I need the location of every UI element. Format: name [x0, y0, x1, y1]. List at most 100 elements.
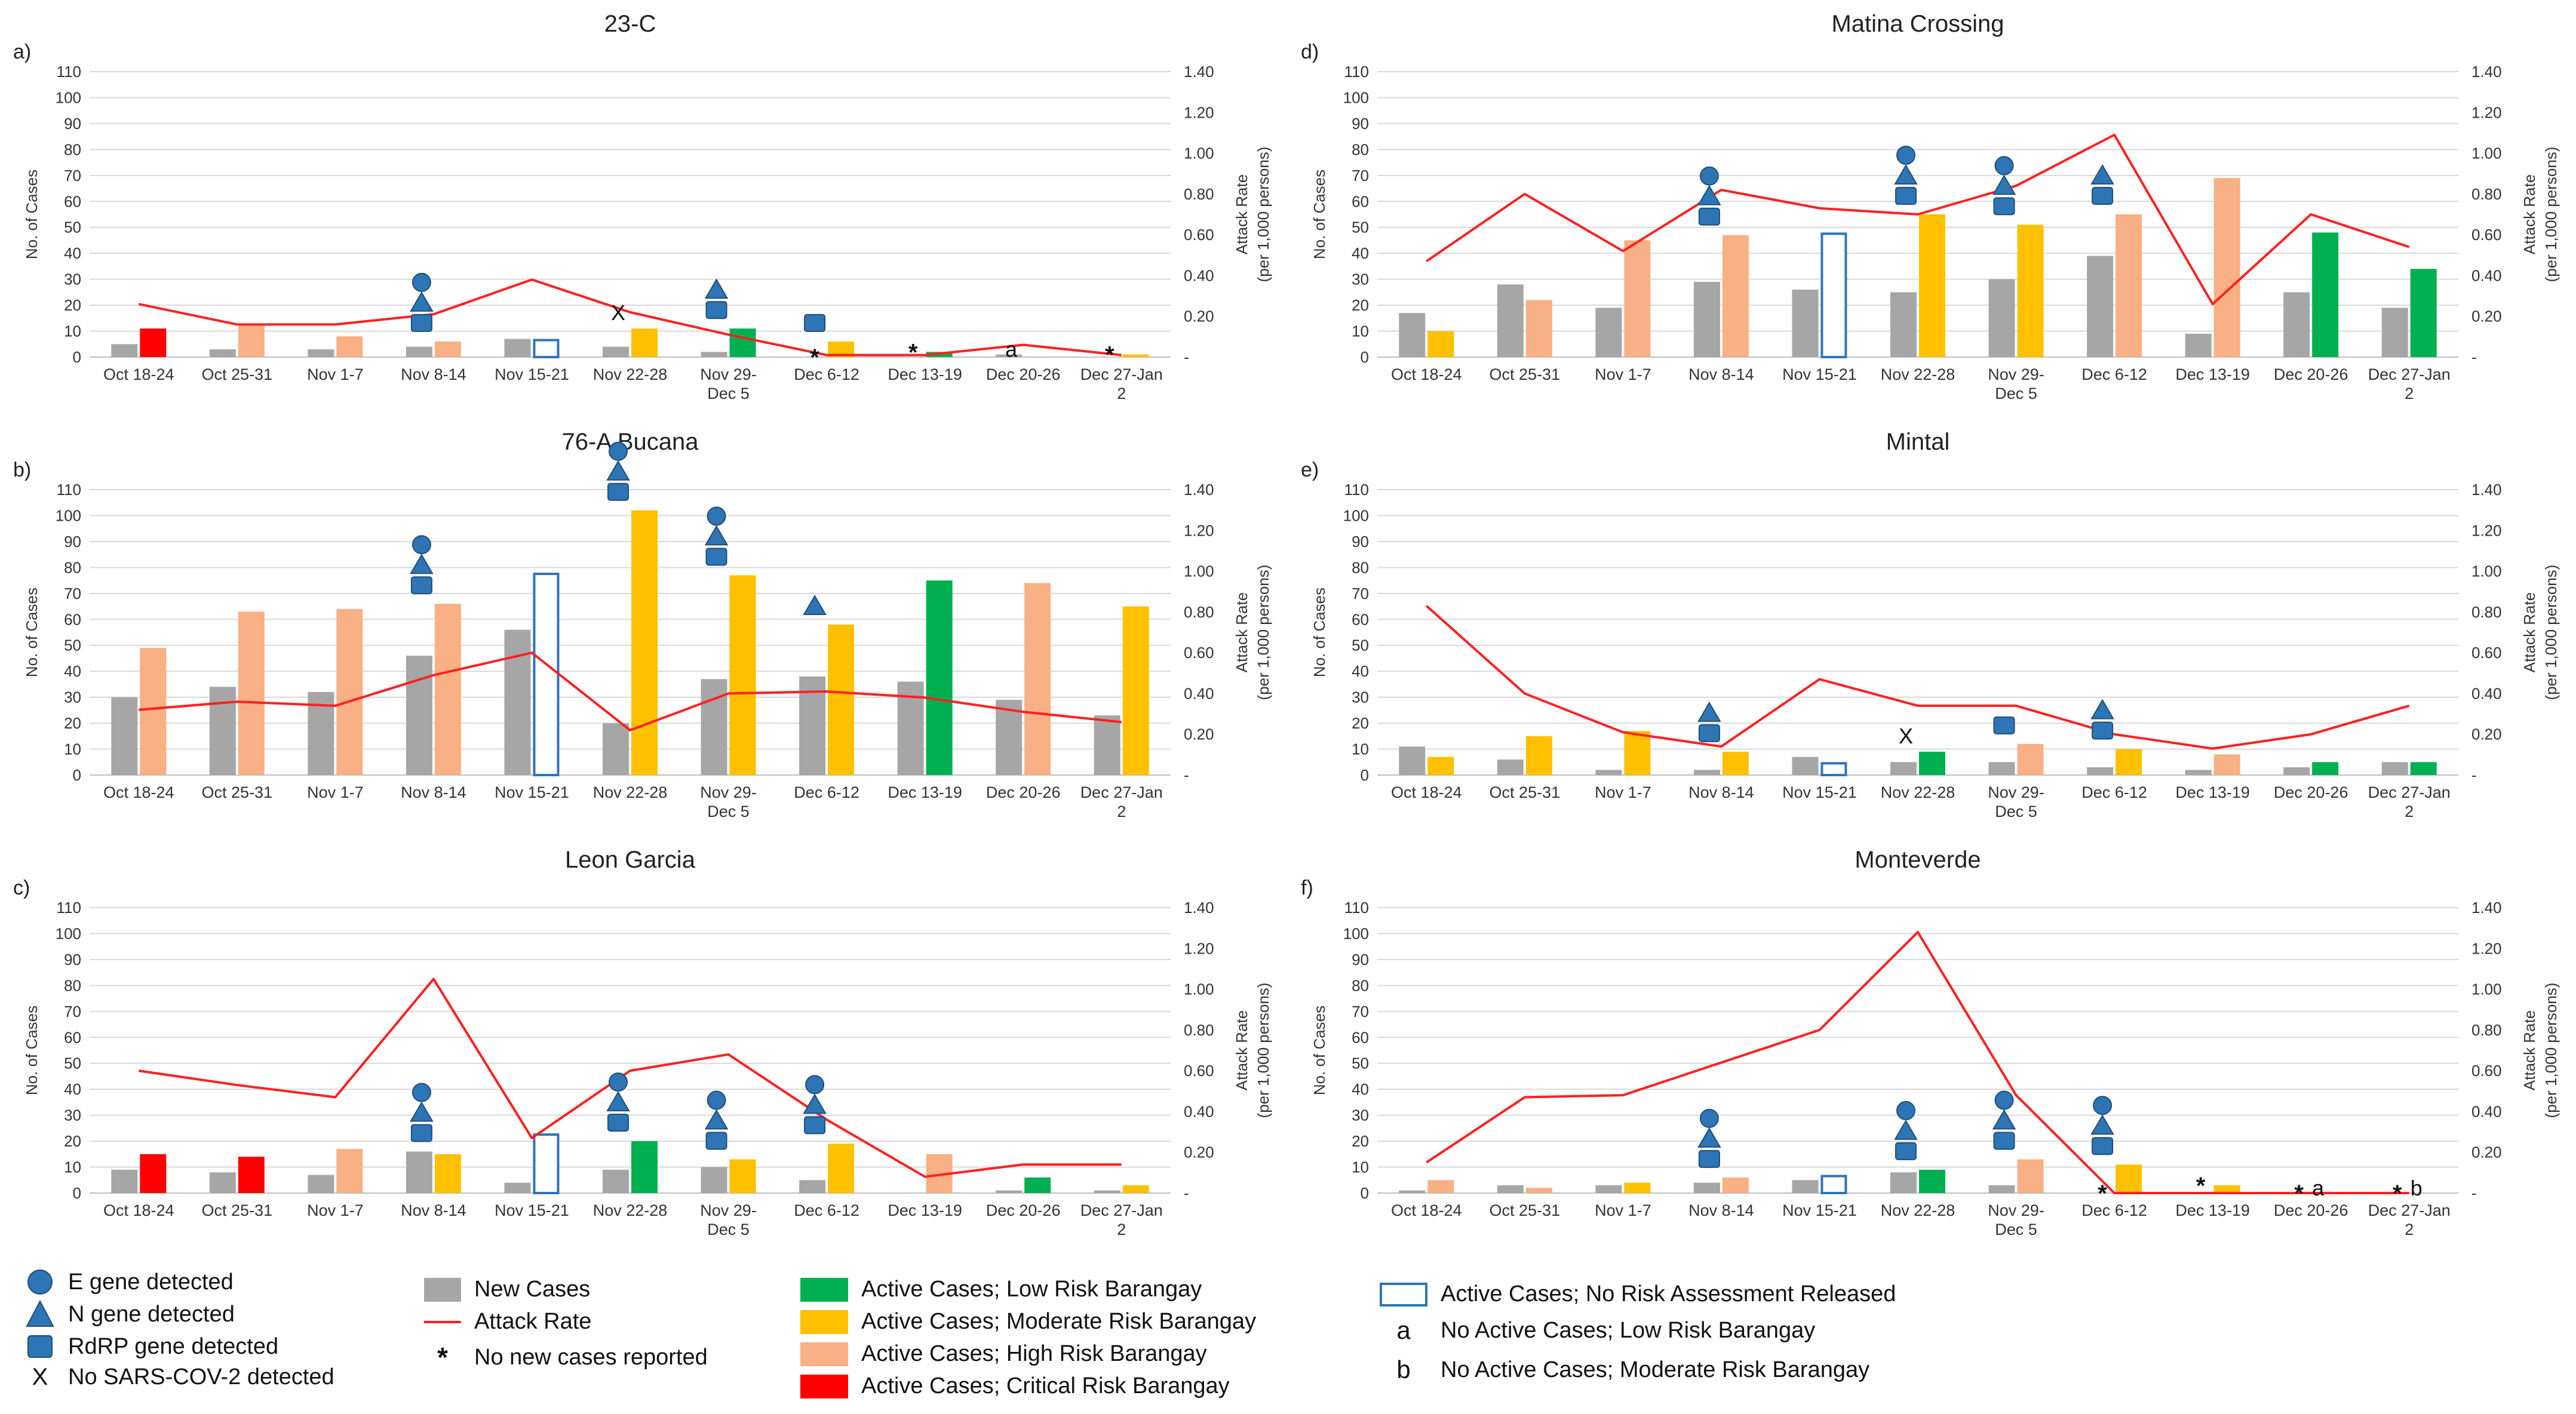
y2-tick-label: 0.60 [2471, 1062, 2502, 1080]
active-cases-bar-high [1624, 240, 1651, 357]
panel-label: a) [13, 41, 32, 63]
new-cases-bar [308, 349, 334, 357]
active-cases-bar-high [1427, 1180, 1454, 1193]
active-cases-bar-moderate [2116, 1164, 2142, 1193]
legend-no-new-cases-label: No new cases reported [474, 1344, 708, 1370]
y2-axis-sublabel: (per 1,000 persons) [2542, 565, 2560, 700]
legend-moderate-risk: Active Cases; Moderate Risk Barangay [800, 1309, 1256, 1335]
new-cases-bar [1890, 1172, 1917, 1193]
chart-panel-b: b) 76-A Bucana 0 10 20 30 40 50 60 70 80 90 100 110-0… [0, 418, 1288, 836]
y2-axis-sublabel: (per 1,000 persons) [1254, 983, 1272, 1118]
new-cases-bar [1497, 284, 1524, 357]
n-gene-marker [2090, 1114, 2114, 1135]
attack-rate-line [1425, 605, 2410, 750]
x-tick-label: Dec 27-Jan [2368, 1201, 2451, 1219]
y-tick-label: 100 [1343, 506, 1369, 524]
rdrp-gene-marker [1698, 1149, 1720, 1168]
y-tick-label: 100 [1343, 88, 1369, 106]
active-cases-bar-moderate [1624, 1182, 1651, 1193]
x-tick-label: Dec 20-26 [2274, 783, 2348, 801]
no-new-cases-marker: * [2393, 1181, 2402, 1207]
panel-label: f) [1301, 877, 1313, 899]
legend-no-new-cases: * No new cases reported [424, 1341, 708, 1373]
y2-tick-label: 0.40 [1184, 684, 1214, 702]
y-tick-label: 50 [64, 219, 81, 236]
y-tick-label: 110 [57, 899, 81, 917]
n-gene-marker [1697, 701, 1721, 722]
x-tick-label: Nov 15-21 [495, 1201, 569, 1219]
x-tick-label: 2 [1117, 803, 1126, 820]
e-gene-marker [707, 506, 726, 526]
legend-high-risk-label: Active Cases; High Risk Barangay [861, 1341, 1207, 1366]
new-cases-bar [701, 352, 727, 357]
new-cases-bar [2381, 308, 2408, 357]
x-tick-label: Oct 18-24 [1391, 365, 1462, 383]
new-cases-bar [701, 1167, 727, 1193]
y2-tick-label: 0.20 [1184, 726, 1214, 743]
y2-tick-label: 1.40 [1184, 481, 1214, 499]
x-tick-label: Oct 25-31 [202, 365, 273, 383]
legend-critical-risk: Active Cases; Critical Risk Barangay [800, 1373, 1230, 1399]
red-line-swatch [424, 1320, 461, 1323]
x-tick-label: Nov 29- [700, 1201, 757, 1219]
y2-tick-label: - [1184, 1184, 1189, 1202]
y-tick-label: 110 [1344, 63, 1369, 81]
x-tick-label: Nov 8-14 [1688, 783, 1754, 801]
y-tick-label: 80 [64, 558, 81, 576]
active-cases-bar-high [1525, 300, 1552, 357]
legend-attack-rate-label: Attack Rate [474, 1309, 592, 1334]
active-cases-bar-low [2410, 762, 2437, 775]
rdrp-gene-marker [705, 1132, 727, 1150]
e-gene-marker [609, 1072, 628, 1092]
no-new-cases-marker: * [1105, 342, 1114, 368]
y-tick-label: 40 [64, 662, 81, 680]
x-tick-label: Nov 15-21 [1782, 365, 1857, 383]
y-tick-label: 90 [64, 115, 81, 133]
peach-bar-swatch [800, 1342, 848, 1366]
attack-rate-line [1426, 133, 2410, 306]
n-gene-marker [2090, 164, 2114, 185]
rdrp-gene-marker [804, 313, 826, 332]
rdrp-gene-marker [2092, 1137, 2114, 1155]
x-tick-label: Nov 8-14 [401, 1201, 466, 1219]
active-cases-bar-low [1024, 1177, 1051, 1193]
no-new-cases-marker: * [810, 345, 819, 371]
x-tick-label: Dec 13-19 [2175, 1201, 2250, 1219]
chart-panel-a: a) 23-C 0 10 20 30 40 50 60 70 80 90 100 110 - 0.20 0.40… [0, 0, 1288, 418]
chart-panel-c: c) Leon Garcia 0 10 20 30 40 50 60 70 80 90 100 110-0… [0, 836, 1288, 1254]
x-tick-label: Nov 1-7 [1595, 1201, 1651, 1219]
x-tick-label: Nov 15-21 [495, 783, 569, 801]
x-tick-label: Nov 22-28 [1881, 783, 1955, 801]
n-gene-marker [704, 525, 729, 546]
active-cases-bar-moderate [729, 575, 756, 775]
x-tick-label: Nov 1-7 [307, 1201, 364, 1219]
chart-panel-f: f) Monteverde 0 10 20 30 40 50 60 70 80 90 100 110 - 0.… [1288, 836, 2575, 1254]
y-tick-label: 30 [1352, 1106, 1369, 1124]
active-cases-bar-low [1919, 1169, 1945, 1193]
square-icon [27, 1335, 53, 1358]
y-tick-label: 0 [1361, 1184, 1369, 1202]
x-tick-label: Dec 13-19 [888, 783, 962, 801]
y-tick-label: 50 [64, 637, 81, 654]
x-tick-label: Nov 1-7 [1595, 365, 1651, 383]
x-tick-label: Oct 25-31 [202, 783, 273, 801]
e-gene-marker [1896, 146, 1915, 165]
new-cases-bar [2283, 292, 2310, 357]
rdrp-gene-marker [1993, 197, 2015, 216]
y-tick-label: 50 [64, 1055, 81, 1072]
active-cases-bar-high [434, 341, 461, 357]
y2-tick-label: 1.00 [2471, 980, 2502, 998]
new-cases-bar [1595, 770, 1622, 775]
legend-n-gene: N gene detected [25, 1299, 235, 1329]
y-tick-label: 90 [1352, 951, 1369, 969]
active-cases-bar-critical [140, 1154, 167, 1193]
x-tick-label: Dec 13-19 [2175, 365, 2250, 383]
e-gene-marker [805, 1075, 825, 1095]
active-cases-bar-moderate [2017, 225, 2044, 357]
y-tick-label: 10 [1352, 322, 1369, 340]
y2-tick-label: 1.20 [1184, 103, 1214, 121]
active-cases-bar-moderate [2116, 749, 2142, 775]
y-tick-label: 80 [1352, 558, 1369, 576]
x-tick-label: Oct 18-24 [1391, 1201, 1462, 1219]
